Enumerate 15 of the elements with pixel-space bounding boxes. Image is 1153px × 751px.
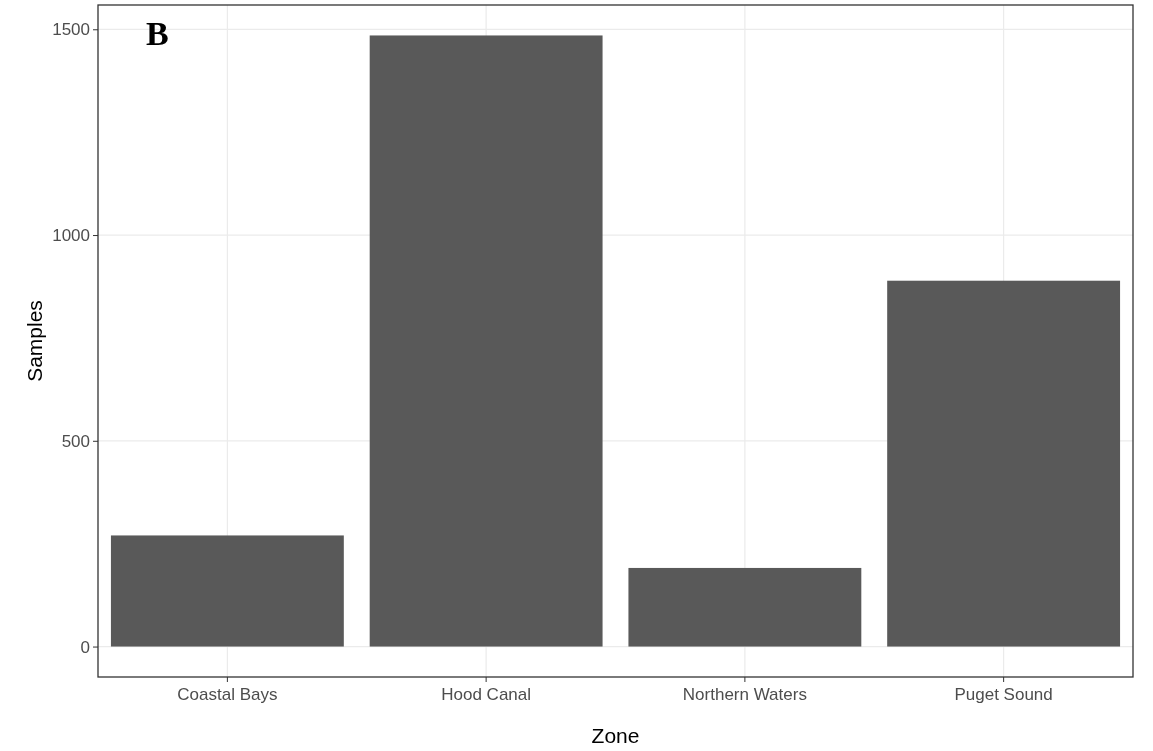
- bar: [887, 280, 1121, 647]
- annotation: B: [146, 15, 169, 52]
- x-axis-title: Zone: [591, 724, 640, 747]
- y-tick-label: 500: [61, 431, 90, 451]
- bar: [628, 567, 862, 647]
- y-tick-label: 0: [80, 637, 90, 657]
- y-axis-title: Samples: [23, 300, 46, 382]
- x-tick-label: Coastal Bays: [177, 685, 278, 705]
- x-tick-label: Northern Waters: [682, 685, 807, 705]
- y-tick-label: 1000: [52, 225, 90, 245]
- bar: [369, 35, 603, 647]
- x-tick-label: Puget Sound: [954, 685, 1053, 705]
- y-tick-label: 1500: [52, 20, 90, 40]
- bar: [110, 535, 344, 647]
- x-tick-label: Hood Canal: [441, 685, 532, 705]
